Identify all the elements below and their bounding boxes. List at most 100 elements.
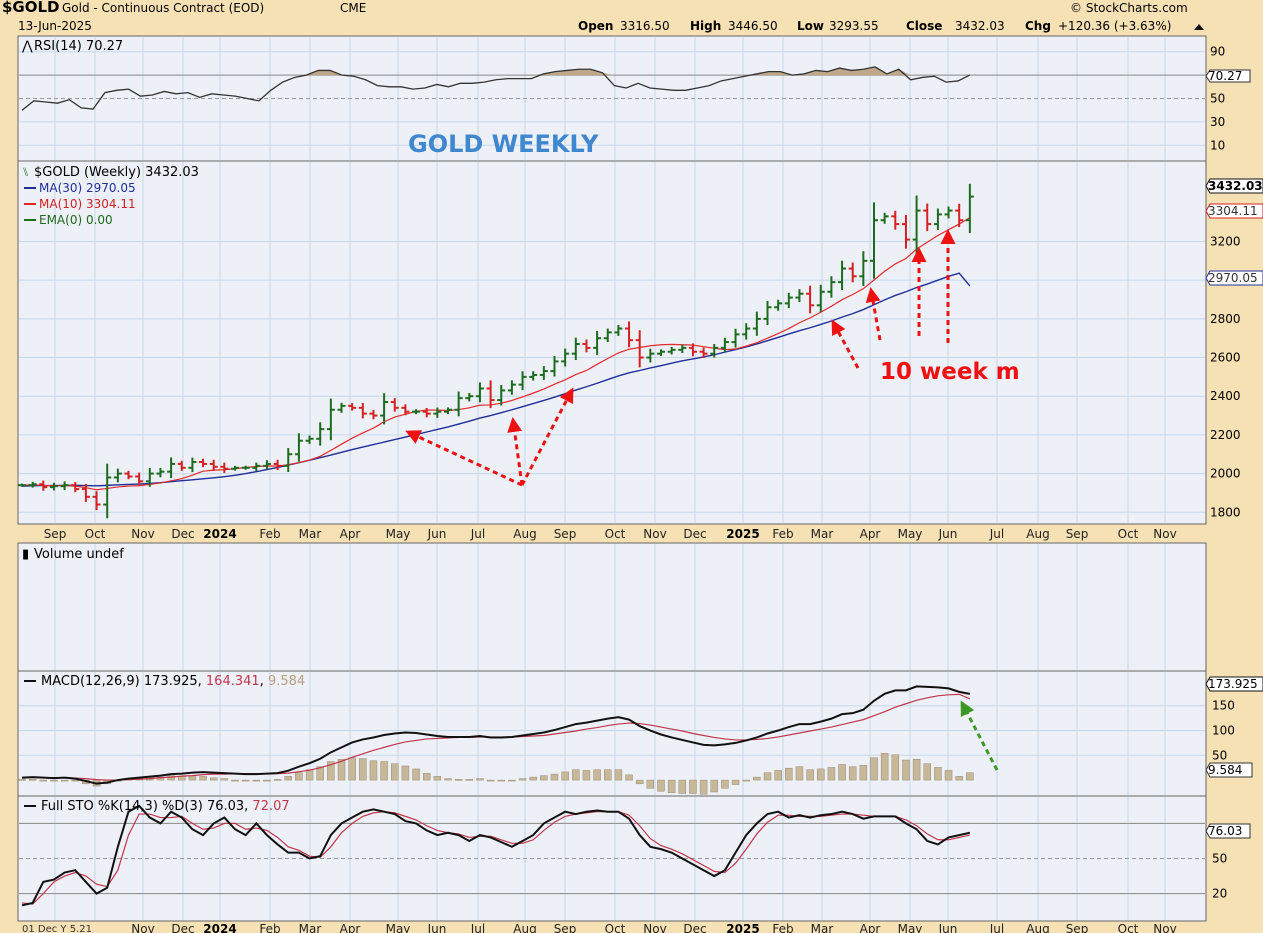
ten-week-annotation: 10 week m	[880, 359, 1020, 385]
macd-hist-bar	[934, 767, 942, 781]
ohlc-bar	[593, 330, 602, 356]
macd-hist-bar	[806, 769, 814, 781]
ohlc-bar	[337, 402, 346, 413]
macd-hist-bar	[742, 779, 750, 782]
macd-hist-bar	[252, 779, 261, 782]
ohlc-bar	[486, 380, 495, 409]
macd-hist-bar	[561, 771, 569, 781]
ohlc-bar	[848, 262, 857, 283]
ohlc-bar	[859, 251, 868, 286]
chg-label: Chg	[1025, 19, 1051, 33]
month-label: Jul	[470, 527, 485, 541]
chg-value: +120.36 (+3.63%)	[1058, 19, 1171, 33]
macd-hist-bar	[902, 759, 910, 781]
footer-month-label: Apr	[860, 922, 881, 933]
macd-hist-bar	[444, 778, 452, 781]
macd-hist-bar	[199, 776, 207, 781]
ohlc-bar	[614, 324, 623, 336]
ohlc-bar	[635, 330, 644, 368]
symbol: $GOLD	[2, 0, 60, 16]
ohlc-bar	[252, 462, 261, 472]
footer-month-label: Jul	[470, 922, 485, 933]
ohlc-bar	[657, 349, 665, 356]
month-label: Sep	[44, 527, 67, 541]
macd-hist-bar	[348, 757, 356, 781]
macd-legend-text: MACD(12,26,9) 173.925, 164.341, 9.584	[41, 674, 305, 689]
ohlc-bar	[475, 382, 484, 403]
ohlc-bar	[167, 457, 176, 479]
macd-hist-bar	[508, 779, 516, 782]
month-label: Apr	[340, 527, 361, 541]
tag-ma10	[1205, 203, 1263, 219]
sto-tick-label: 50	[1212, 852, 1227, 866]
macd-hist-bar	[284, 776, 292, 781]
ohlc-bar	[103, 463, 112, 519]
brand: © StockCharts.com	[1070, 1, 1188, 15]
macd-hist-bar	[337, 759, 346, 781]
ohlc-bar	[912, 195, 921, 255]
ohlc-bar	[923, 203, 932, 232]
high-label: High	[690, 19, 721, 33]
chart-date: 13-Jun-2025	[18, 19, 92, 33]
ohlc-bar	[369, 409, 378, 420]
macd-hist-bar	[838, 764, 846, 781]
ohlc-bar	[273, 459, 282, 471]
month-label: Mar	[811, 527, 834, 541]
month-label: 2025	[726, 527, 759, 541]
footer-month-label: Sep	[554, 922, 577, 933]
macd-hist-bar	[944, 770, 953, 781]
footer-month-label: Mar	[811, 922, 834, 933]
price-tick-label: 2200	[1210, 428, 1241, 442]
ema-legend: EMA(0) 0.00	[39, 213, 113, 227]
ohlc-bar	[795, 289, 804, 303]
macd-hist-bar	[540, 775, 548, 781]
macd-hist-bar	[657, 779, 665, 792]
macd-hist-bar	[678, 779, 687, 794]
macd-hist-bar	[859, 764, 868, 781]
ohlc-bar	[199, 458, 208, 468]
ohlc-bar	[209, 459, 218, 471]
ohlc-bar	[28, 481, 37, 488]
macd-hist-bar	[50, 779, 58, 782]
month-label: Dec	[683, 527, 706, 541]
footer-month-label: Apr	[340, 922, 361, 933]
footer-month-label: Oct	[1118, 922, 1139, 933]
macd-hist-bar	[955, 776, 963, 781]
macd-hist-bar	[923, 763, 931, 781]
ohlc-bar	[49, 482, 58, 491]
macd-chart	[18, 685, 974, 795]
footer-month-label: Jun	[427, 922, 447, 933]
sto-chart	[21, 804, 971, 907]
macd-hist-bar	[369, 760, 378, 781]
macd-hist-bar	[476, 778, 484, 781]
macd-tick-label: 100	[1212, 724, 1235, 738]
macd-hist-bar	[753, 776, 761, 781]
macd-legend: MACD(12,26,9) 173.925, 164.341, 9.584	[24, 674, 305, 689]
ohlc-bar	[784, 292, 793, 309]
macd-hist-bar	[273, 779, 282, 781]
security-name: Gold - Continuous Contract (EOD)	[62, 1, 264, 15]
ohlc-bar	[433, 407, 442, 418]
macd-tick-label: 150	[1212, 699, 1235, 713]
price-legend-main: $GOLD (Weekly) 3432.03	[34, 165, 199, 180]
price-tick-label: 2600	[1210, 351, 1241, 365]
sto-tick-label: 20	[1212, 887, 1227, 901]
macd-hist-bar	[71, 779, 79, 782]
tag-rsi	[1205, 69, 1251, 83]
ohlc-bar	[412, 409, 421, 415]
price-legend: ⑊ $GOLD (Weekly) 3432.03 MA(30) 2970.05 …	[22, 165, 199, 227]
month-label: Nov	[1153, 527, 1176, 541]
macd-arrow	[960, 700, 999, 771]
ohlc-bar	[316, 422, 325, 446]
macd-hist-bar	[263, 779, 271, 782]
ohlc-bar	[284, 448, 293, 473]
footer-month-label: Feb	[772, 922, 793, 933]
ohlc-bar	[422, 407, 431, 418]
ohlc-bar	[710, 344, 719, 358]
macd-hist-bar	[763, 772, 772, 781]
footer-month-label: Nov	[131, 922, 154, 933]
ohlc-legend-icon: ⑊	[22, 165, 29, 179]
low-label: Low	[797, 19, 824, 33]
macd-hist-bar	[295, 772, 303, 781]
